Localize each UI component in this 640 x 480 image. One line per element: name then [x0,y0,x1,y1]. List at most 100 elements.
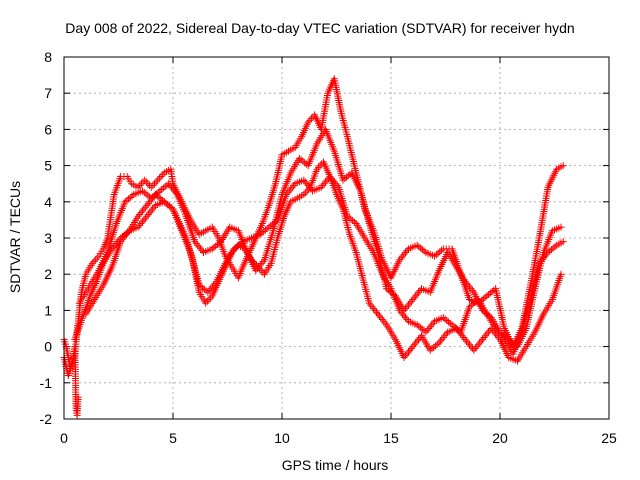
data-point [229,247,237,255]
data-point [149,182,157,190]
data-point [349,217,357,225]
data-point [108,245,116,253]
data-point [166,182,174,190]
data-point [477,337,485,345]
data-point [458,332,466,340]
data-point [404,348,412,356]
grid-lines [64,57,609,419]
data-point [150,180,158,188]
data-point [215,239,223,247]
data-point [473,343,481,351]
data-point [399,310,407,318]
data-point [304,118,312,126]
data-point [315,163,323,171]
data-point [396,306,404,314]
data-point [192,239,200,247]
data-point [301,159,309,167]
data-point [464,339,472,347]
data-point [365,299,373,307]
data-point [495,334,503,342]
data-point [233,243,241,251]
data-point [557,270,565,278]
data-point [112,239,120,247]
data-point [307,115,315,123]
data-point [434,249,442,257]
data-point [426,323,434,331]
data-point [417,324,425,332]
data-point [109,243,117,251]
data-point [157,172,165,180]
data-point [476,339,484,347]
data-point [319,182,327,190]
data-point [118,233,126,241]
data-point [380,317,388,325]
data-point [488,288,496,296]
data-point [261,226,269,234]
data-point [423,326,431,334]
data-point [122,230,130,238]
data-point [268,220,276,228]
data-point [301,189,309,197]
data-point [300,191,308,199]
data-point [166,202,174,210]
y-tick-label: 2 [44,266,52,282]
data-point [543,250,551,258]
data-point [400,250,408,258]
data-point [247,256,255,264]
data-point [406,346,414,354]
data-point [506,337,514,345]
data-point [479,335,487,343]
data-point [92,256,100,264]
data-point [191,238,199,246]
y-tick-label: 3 [44,230,52,246]
data-point [413,337,421,345]
data-point [210,243,218,251]
data-point [483,330,491,338]
data-point [155,193,163,201]
data-point [413,290,421,298]
data-point [114,238,122,246]
data-point [322,178,330,186]
data-point [287,185,295,193]
data-point [295,154,303,162]
data-point [350,218,358,226]
data-point [213,241,221,249]
data-point [479,295,487,303]
data-point [432,251,440,259]
data-point [203,297,211,305]
data-point [470,346,478,354]
data-point [420,247,428,255]
data-point [124,228,132,236]
data-point [487,325,495,332]
data-point [537,258,545,266]
data-point [141,203,149,211]
data-point [445,318,453,326]
data-point [480,334,488,342]
data-point [136,210,144,218]
data-point [431,252,439,260]
data-point [415,335,423,343]
data-point [263,225,271,233]
data-point [430,343,438,351]
data-point [463,337,471,345]
data-point [443,317,451,325]
data-point [305,185,313,193]
data-point [559,238,567,246]
data-point [126,193,134,201]
data-point [258,229,266,237]
data-point [463,279,471,287]
data-point [457,330,465,338]
data-point [172,189,180,197]
data-point [403,247,411,255]
y-tick-label: 1 [44,302,52,318]
data-point [300,176,308,184]
data-point [117,234,125,242]
x-tick-label: 25 [601,430,617,446]
data-point [415,243,423,251]
data-point [138,187,146,195]
data-point [370,305,378,313]
data-point [144,200,152,208]
data-point [402,352,410,360]
data-point [111,241,119,249]
